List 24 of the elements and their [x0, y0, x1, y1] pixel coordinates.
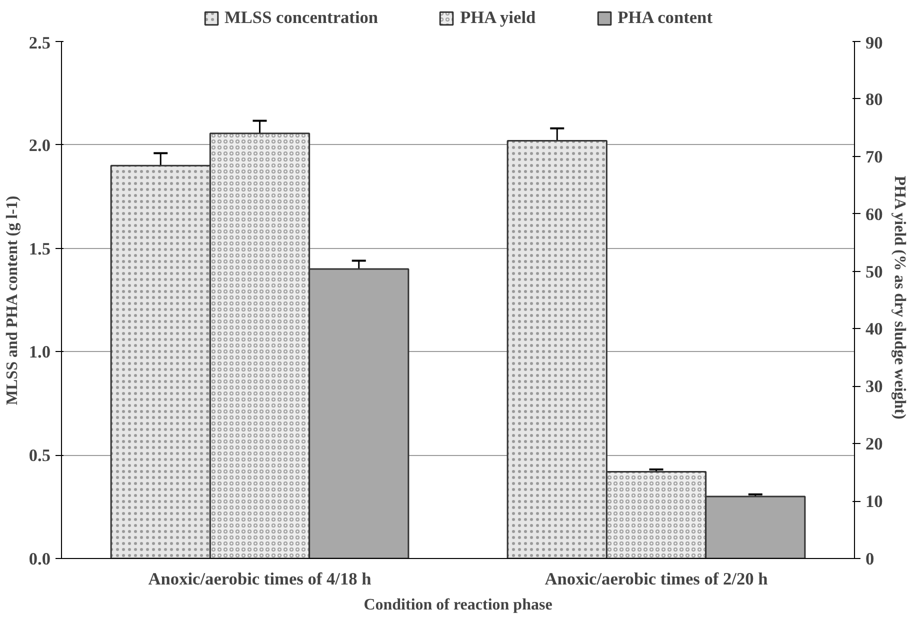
y2-tick-label: 90: [866, 34, 883, 52]
y-tick-label: 2.5: [28, 34, 51, 52]
legend-label: PHA content: [618, 8, 712, 28]
legend-label: MLSS concentration: [224, 8, 378, 28]
y-tick-label: 0.0: [28, 550, 51, 568]
legend-label: PHA yield: [460, 8, 536, 28]
x-axis-title: Condition of reaction phase: [364, 596, 552, 614]
y-tick-label: 1.5: [28, 239, 51, 258]
y2-tick-label: 30: [866, 377, 883, 396]
y2-tick-label: 40: [866, 320, 883, 339]
y2-tick-label: 50: [866, 262, 883, 282]
y2-axis-title: PHA yield (% as dry sludge weight): [890, 176, 908, 420]
y-axis-title: MLSS and PHA content (g l-1): [4, 196, 21, 406]
y-tick-label: 2.0: [28, 136, 51, 155]
x-tick-label: Anoxic/aerobic times of 4/18 h: [148, 570, 372, 588]
y2-tick-label: 70: [866, 147, 883, 166]
y2-tick-label: 20: [866, 434, 883, 454]
y-tick-label: 1.0: [28, 342, 51, 362]
y2-tick-label: 0: [866, 550, 874, 568]
y2-tick-label: 80: [866, 90, 883, 109]
y2-tick-label: 60: [866, 204, 883, 224]
x-tick-label: Anoxic/aerobic times of 2/20 h: [544, 570, 768, 588]
y2-tick-label: 10: [866, 492, 883, 512]
y-tick-label: 0.5: [28, 446, 51, 466]
